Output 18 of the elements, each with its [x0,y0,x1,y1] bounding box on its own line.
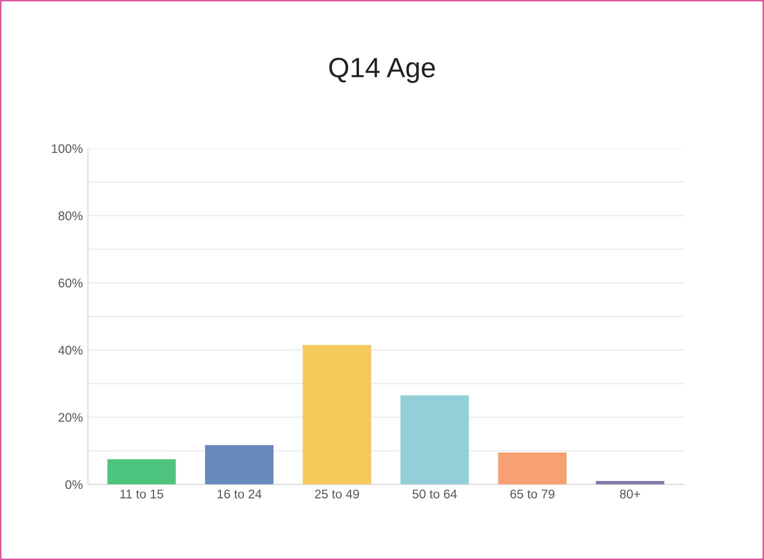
y-tick-label: 20% [58,413,83,422]
bar [302,344,372,484]
bar [400,395,469,484]
x-tick-label: 25 to 49 [315,490,359,498]
x-tick-label: 65 to 79 [510,490,554,498]
y-tick-label: 80% [58,211,83,220]
bar [205,445,274,484]
y-tick-label: 0% [65,480,83,490]
y-tick-label: 40% [58,346,83,355]
bar [107,459,176,484]
bar [498,452,567,484]
x-tick-label: 11 to 15 [120,490,164,498]
y-tick-label: 60% [58,278,83,288]
x-tick-label: 80+ [620,490,640,498]
x-tick-label: 16 to 24 [218,490,262,498]
x-tick-label: 50 to 64 [412,490,457,498]
y-tick-label: 100% [52,144,83,154]
chart-title: Q14 Age [329,58,435,83]
